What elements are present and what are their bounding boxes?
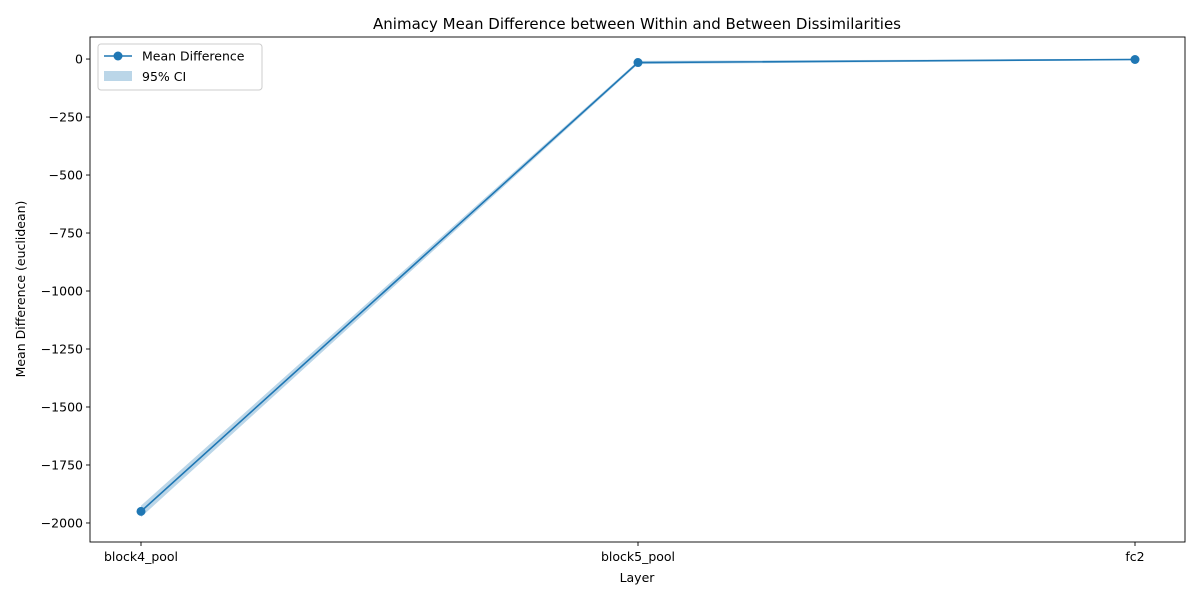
legend-entry-ci: 95% CI [142, 69, 186, 84]
x-axis-label: Layer [620, 570, 656, 585]
data-point-block5_pool [633, 58, 643, 68]
x-tick-label-block4_pool: block4_pool [104, 549, 178, 564]
series-line-mean-difference [140, 58, 1136, 512]
y-tick-label: −1750 [41, 457, 83, 472]
data-point-block4_pool [136, 506, 146, 516]
y-tick-label: −1000 [41, 284, 83, 299]
y-axis: 0 −250 −500 −750 −1000 −1250 −1500 −1750 −2000 [41, 52, 90, 530]
legend-marker-swatch [113, 51, 123, 61]
x-tick-label-block5_pool: block5_pool [601, 549, 675, 564]
series-line-layer [140, 58, 1136, 512]
y-tick-label: −750 [49, 226, 83, 241]
ci-band [141, 58, 1135, 518]
axes-frame [89, 36, 1186, 543]
legend-ci-swatch [104, 71, 132, 81]
y-tick-label: 0 [75, 52, 83, 67]
plot-area [136, 55, 1140, 518]
ci-band-layer [141, 58, 1135, 518]
legend-entry-mean-difference: Mean Difference [142, 49, 245, 64]
data-point-layer [136, 55, 1140, 516]
legend: Mean Difference 95% CI [97, 43, 263, 91]
y-tick-label: −500 [49, 168, 83, 183]
x-tick-label-fc2: fc2 [1125, 549, 1144, 564]
legend-box [97, 43, 263, 91]
data-point-fc2 [1130, 55, 1140, 65]
x-axis: block4_pool block5_pool fc2 [104, 542, 1145, 564]
y-tick-label: −250 [49, 110, 83, 125]
y-tick-label: −1500 [41, 399, 83, 414]
y-axis-label: Mean Difference (euclidean) [13, 201, 28, 378]
chart-title: Animacy Mean Difference between Within a… [373, 15, 901, 33]
y-tick-label: −2000 [41, 515, 83, 530]
y-tick-label: −1250 [41, 342, 83, 357]
